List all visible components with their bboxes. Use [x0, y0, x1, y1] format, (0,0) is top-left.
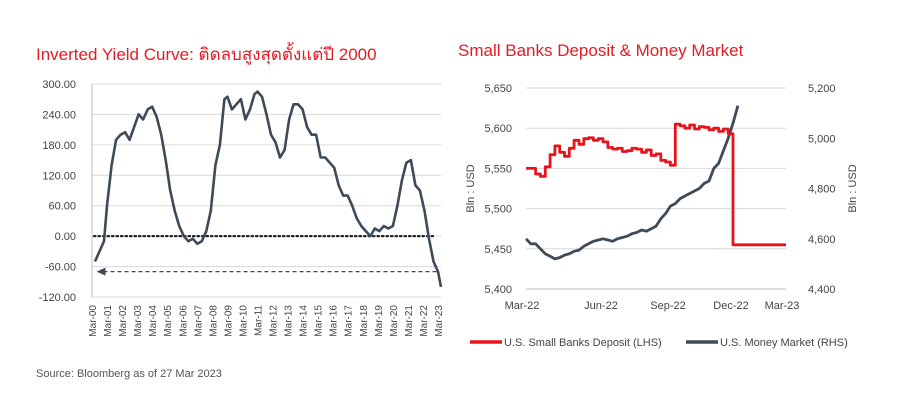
y-left-tick-label: 5,400 [484, 284, 512, 296]
x-tick-label: Mar-03 [133, 305, 144, 337]
x-tick-label: Mar-13 [284, 305, 295, 337]
yield-spread-line [93, 90, 443, 288]
x-tick-label: Jun-22 [584, 300, 618, 312]
y-left-tick-label: 5,500 [484, 204, 512, 216]
y-right-tick-label: 4,400 [808, 284, 836, 296]
y-tick-label: 180.00 [42, 140, 76, 152]
right-chart-title: Small Banks Deposit & Money Market [458, 41, 744, 60]
x-tick-label: Mar-17 [344, 305, 355, 337]
y-right-tick-label: 4,600 [808, 234, 836, 246]
y-left-tick-label: 5,650 [484, 83, 512, 95]
x-tick-label: Mar-04 [148, 305, 159, 337]
x-tick-label: Mar-10 [238, 305, 249, 337]
legend-label-deposit: U.S. Small Banks Deposit (LHS) [504, 337, 662, 349]
x-tick-label: Mar-01 [103, 305, 114, 337]
x-tick-label: Mar-06 [178, 305, 189, 337]
y-tick-label: 240.00 [42, 109, 76, 121]
x-tick-label: Mar-22 [505, 300, 540, 312]
x-tick-label: Mar-23 [765, 300, 800, 312]
x-tick-label: Mar-11 [253, 305, 264, 336]
small-banks-deposit-line [526, 122, 786, 247]
x-tick-label: Mar-21 [404, 305, 415, 337]
x-tick-label: Mar-12 [269, 305, 280, 337]
x-tick-label: Mar-20 [389, 305, 400, 337]
annotation-arrow-head [96, 267, 106, 276]
legend-label-money-market: U.S. Money Market (RHS) [720, 337, 848, 349]
x-tick-label: Mar-18 [359, 305, 370, 337]
x-tick-label: Mar-22 [419, 305, 430, 337]
y-right-tick-label: 4,800 [808, 184, 836, 196]
x-tick-label: Mar-05 [163, 305, 174, 337]
y-right-tick-label: 5,000 [808, 133, 836, 145]
y-left-axis-label: Bln : USD [465, 164, 477, 212]
x-tick-label: Dec-22 [713, 300, 748, 312]
x-tick-label: Sep-22 [650, 300, 685, 312]
y-tick-label: 60.00 [48, 201, 76, 213]
y-tick-label: -120.00 [39, 292, 76, 304]
y-right-axis-label: Bln : USD [847, 164, 859, 212]
x-tick-label: Mar-19 [374, 305, 385, 337]
y-left-tick-label: 5,450 [484, 244, 512, 256]
y-tick-label: 120.00 [42, 170, 76, 182]
x-tick-label: Mar-02 [118, 305, 129, 337]
x-tick-label: Mar-15 [314, 305, 325, 337]
x-tick-label: Mar-07 [193, 305, 204, 337]
x-tick-label: Mar-09 [223, 305, 234, 337]
left-chart-title: Inverted Yield Curve: ติดลบสูงสุดตั้งแต่… [36, 45, 377, 64]
y-tick-label: -60.00 [45, 262, 76, 274]
x-tick-label: Mar-23 [434, 305, 445, 337]
x-tick-label: Mar-14 [299, 305, 310, 337]
x-tick-label: Mar-16 [329, 305, 340, 337]
x-tick-label: Mar-08 [208, 305, 219, 337]
y-left-tick-label: 5,550 [484, 163, 512, 175]
y-tick-label: 300.00 [42, 79, 76, 91]
y-left-tick-label: 5,600 [484, 123, 512, 135]
source-note: Source: Bloomberg as of 27 Mar 2023 [36, 368, 222, 380]
money-market-line [524, 105, 740, 261]
y-tick-label: 0.00 [55, 231, 76, 243]
y-right-tick-label: 5,200 [808, 83, 836, 95]
x-tick-label: Mar-00 [88, 305, 99, 337]
